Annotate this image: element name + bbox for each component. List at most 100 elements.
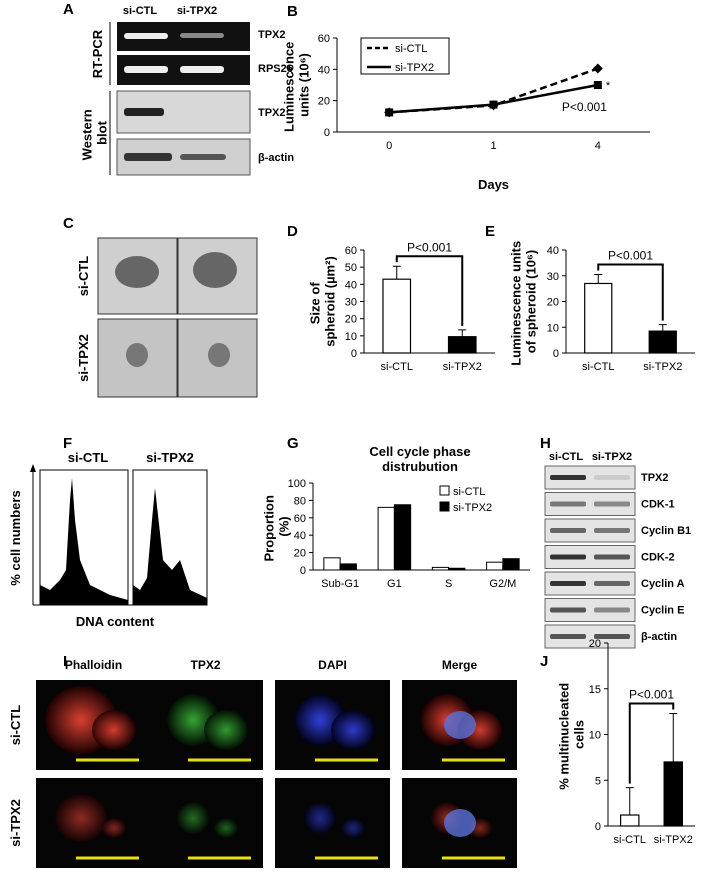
annotation: P<0.001 [608, 248, 653, 262]
band-label: Cyclin B1 [641, 525, 691, 537]
cell [214, 818, 238, 838]
band [180, 66, 224, 73]
column-label: TPX2 [190, 658, 220, 672]
nucleus [444, 809, 476, 837]
band [550, 528, 586, 533]
x-tick-label: si-CTL [582, 361, 614, 373]
spheroid [126, 343, 148, 367]
y-tick-label: 40 [318, 64, 330, 76]
panel-letter: C [63, 215, 74, 232]
panel-c: C si-CTL si-TPX2 [63, 215, 258, 398]
y-tick-label: 20 [589, 638, 601, 650]
method-label: Western blot [79, 106, 109, 161]
band [550, 581, 586, 586]
cell [55, 794, 107, 842]
column-label: si-TPX2 [146, 450, 194, 465]
y-tick-label: 40 [547, 245, 559, 257]
y-tick-label: 20 [547, 297, 559, 309]
column-label: DAPI [318, 658, 347, 672]
x-tick-label: si-CTL [381, 361, 413, 373]
histogram [40, 478, 128, 605]
column-label: Merge [442, 658, 478, 672]
row-label: si-CTL [8, 705, 23, 746]
band [594, 581, 630, 586]
cell [304, 802, 336, 834]
panel-letter: D [287, 223, 298, 240]
band [594, 554, 630, 560]
band-label: TPX2 [258, 107, 286, 119]
band-label: TPX2 [641, 472, 669, 484]
y-tick-label: 0 [324, 127, 330, 139]
y-tick-label: 0 [351, 348, 357, 360]
error-bar [669, 712, 678, 762]
bar [377, 506, 395, 571]
band [594, 634, 630, 639]
y-tick-label: 60 [345, 245, 357, 257]
blot [544, 492, 636, 516]
y-axis-label: % multinucleated cells [556, 679, 586, 790]
legend-label: si-TPX2 [395, 62, 434, 74]
y-axis-label: Size of spheroid (µm²) [307, 256, 337, 347]
panel-letter: I [63, 653, 67, 670]
band [124, 153, 172, 161]
arrow-head [30, 464, 36, 472]
band [550, 554, 586, 560]
annotation: P<0.001 [407, 240, 452, 254]
y-tick-label: 0 [553, 348, 559, 360]
blot [544, 571, 636, 596]
y-tick-label: 80 [294, 495, 306, 507]
band-label: TPX2 [258, 29, 286, 41]
x-tick-label: S [445, 578, 452, 590]
cell [177, 802, 209, 834]
spheroid [208, 343, 230, 367]
error-bar [458, 329, 467, 337]
y-tick-label: 40 [345, 279, 357, 291]
bar [648, 330, 677, 354]
panel-i: I Phalloidin TPX2 DAPI Merge si-CTL si-TPX2 [8, 653, 517, 868]
blot [544, 624, 636, 649]
x-tick-label: si-TPX2 [654, 834, 693, 846]
x-tick-label: si-CTL [614, 834, 646, 846]
band-label: Cyclin A [641, 578, 685, 590]
band [594, 501, 630, 507]
y-tick-label: 60 [318, 33, 330, 45]
x-tick-label: Sub-G1 [321, 578, 359, 590]
band [550, 607, 586, 613]
band [124, 108, 164, 116]
bar [620, 814, 640, 827]
y-tick-label: 10 [589, 730, 601, 742]
cell [92, 710, 136, 750]
y-tick-label: 10 [345, 331, 357, 343]
lane-label: si-TPX2 [177, 5, 217, 17]
x-tick-label: G1 [387, 578, 402, 590]
histogram [133, 488, 207, 605]
annotation: P<0.001 [629, 687, 674, 701]
y-axis-label: % cell numbers [8, 490, 23, 585]
band-label: CDK-2 [641, 552, 675, 564]
x-axis-label: Days [478, 177, 509, 192]
x-tick-label: si-TPX2 [443, 361, 482, 373]
bar [431, 566, 450, 571]
bar [502, 558, 520, 571]
bar [393, 504, 412, 571]
band [594, 528, 630, 533]
annotation: P<0.001 [562, 100, 607, 114]
marker [593, 81, 602, 89]
spheroid [193, 252, 237, 288]
bar [447, 336, 477, 354]
panel-letter: A [63, 1, 74, 18]
band-label: CDK-1 [641, 499, 675, 511]
y-tick-label: 30 [547, 271, 559, 283]
band [124, 33, 168, 39]
cell [204, 710, 248, 750]
panel-letter: B [287, 3, 298, 20]
band [124, 66, 168, 73]
lane-label: si-CTL [123, 5, 158, 17]
panel-letter: F [63, 435, 72, 452]
band [594, 475, 630, 480]
method-label: RT-PCR [90, 29, 105, 78]
legend-label: si-CTL [395, 43, 427, 55]
legend-swatch [439, 485, 450, 496]
